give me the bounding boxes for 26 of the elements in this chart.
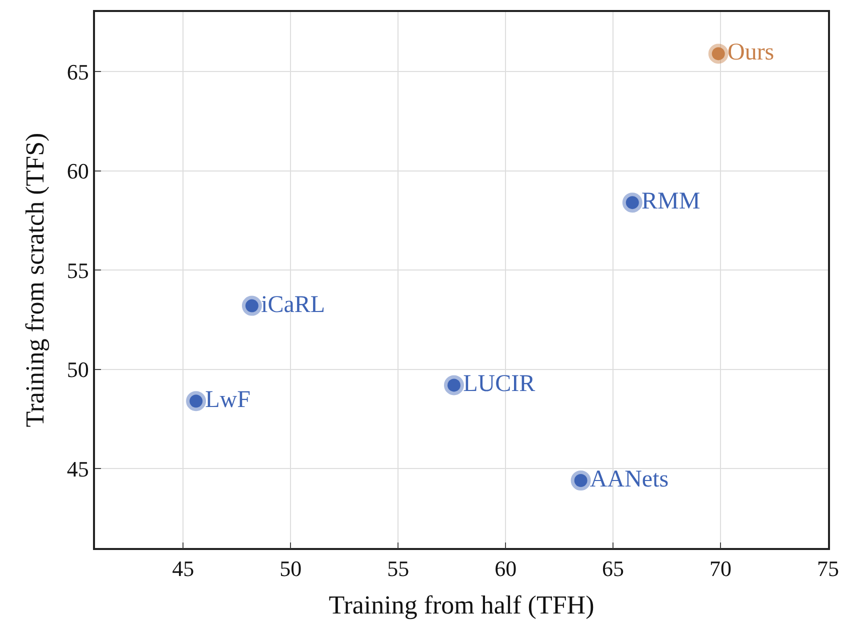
y-tick-label: 65	[66, 59, 89, 84]
y-axis-title: Training from scratch (TFS)	[20, 132, 50, 428]
series-label: Ours	[727, 40, 774, 66]
point	[186, 391, 206, 412]
x-tick-label: 50	[280, 556, 302, 582]
point	[444, 375, 464, 396]
point	[708, 44, 728, 64]
point	[570, 470, 591, 490]
x-tick-label: 55	[387, 556, 410, 582]
y-tick-label: 55	[66, 258, 89, 283]
point	[242, 296, 262, 316]
x-tick-label: 60	[494, 556, 517, 582]
y-tick-label: 50	[66, 357, 89, 382]
x-tick-label: 75	[817, 556, 839, 582]
series-label: RMM	[642, 188, 700, 215]
series-label: LwF	[205, 387, 250, 414]
series-label: AANets	[590, 466, 669, 492]
series-label: LUCIR	[463, 371, 536, 398]
x-axis-title: Training from half (TFH)	[328, 590, 594, 620]
y-tick-label: 45	[66, 456, 89, 482]
x-tick-label: 65	[602, 556, 624, 582]
x-tick-label: 45	[172, 556, 194, 582]
x-tick-label: 70	[710, 556, 732, 582]
point	[622, 192, 642, 213]
y-tick-label: 60	[66, 158, 89, 184]
series-label: iCaRL	[261, 292, 326, 318]
